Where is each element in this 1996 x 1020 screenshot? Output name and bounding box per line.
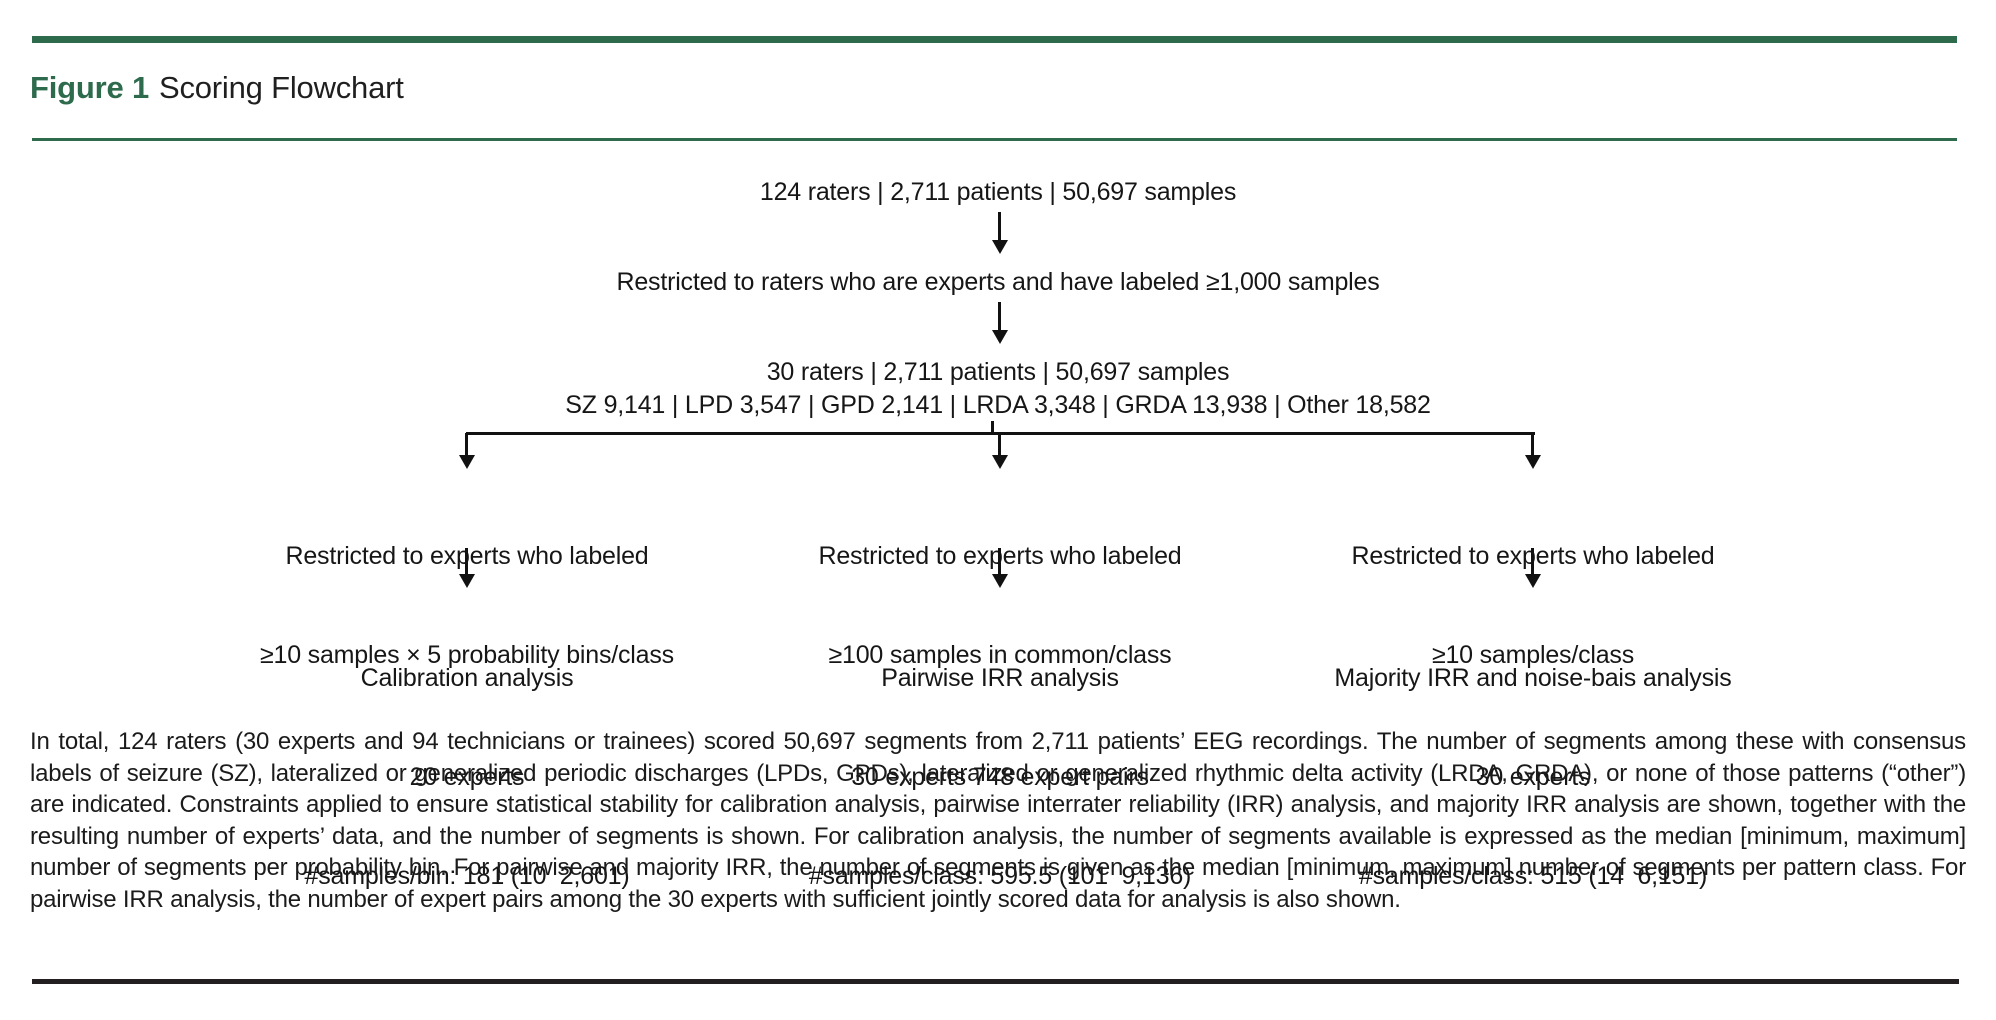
flow-node-root: 124 raters | 2,711 patients | 50,697 sam… — [759, 178, 1237, 206]
branch-down-arrow-icon — [1524, 433, 1541, 469]
result-sample-stats: #samples/bin: 181 (10 2,601) — [304, 862, 630, 890]
arrow-stem — [1531, 433, 1534, 455]
branch-filter-line: Restricted to experts who labeled — [818, 542, 1182, 570]
down-arrow-icon — [991, 212, 1008, 254]
branch-down-arrow-icon — [458, 433, 475, 469]
flow-node-filter-experts: Restricted to raters who are experts and… — [616, 268, 1380, 296]
bottom-divider-bar — [32, 979, 1959, 984]
figure-title: Figure 1 Scoring Flowchart — [30, 70, 404, 106]
result-sample-stats: #samples/class: 515 (14 6,151) — [1358, 862, 1708, 890]
flow-node-branch-filter-calibration: Restricted to experts who labeled ≥10 sa… — [157, 474, 777, 738]
down-arrow-icon — [991, 302, 1008, 344]
arrow-stem — [998, 548, 1001, 574]
result-sample-stats: #samples/class: 595.5 (101 9,136) — [808, 862, 1192, 890]
down-arrow-icon — [458, 548, 475, 588]
result-expert-count: 20 experts — [409, 763, 525, 791]
branch-filter-line: ≥10 samples × 5 probability bins/class — [260, 641, 674, 669]
branch-connector-stem — [991, 421, 994, 433]
figure-title-text: Scoring Flowchart — [158, 70, 404, 105]
result-expert-count: 30 experts 748 expert pairs — [851, 763, 1149, 791]
arrow-stem — [1531, 548, 1534, 574]
arrow-stem — [465, 548, 468, 574]
branch-filter-line: Restricted to experts who labeled — [1351, 542, 1715, 570]
arrow-head — [991, 455, 1008, 469]
title-divider-rule — [32, 138, 1957, 141]
arrow-head — [1524, 574, 1541, 588]
result-expert-count: 30 experts — [1475, 763, 1591, 791]
flow-node-branch-filter-majority: Restricted to experts who labeled ≥10 sa… — [1223, 474, 1843, 738]
arrow-stem — [998, 212, 1001, 240]
arrow-stem — [998, 302, 1001, 330]
arrow-head — [458, 574, 475, 588]
arrow-head — [991, 240, 1008, 254]
down-arrow-icon — [991, 548, 1008, 588]
down-arrow-icon — [1524, 548, 1541, 588]
scoring-flowchart: 124 raters | 2,711 patients | 50,697 sam… — [260, 178, 1732, 890]
branch-filter-line: ≥100 samples in common/class — [828, 641, 1172, 669]
arrow-stem — [465, 433, 468, 455]
arrow-head — [991, 330, 1008, 344]
flow-node-cohort-counts: 30 raters | 2,711 patients | 50,697 samp… — [766, 358, 1230, 386]
flow-node-branch-filter-pairwise: Restricted to experts who labeled ≥100 s… — [690, 474, 1310, 738]
figure-caption: In total, 124 raters (30 experts and 94 … — [30, 728, 1966, 913]
arrow-head — [458, 455, 475, 469]
result-analysis-name: Calibration analysis — [360, 664, 574, 692]
top-accent-bar — [32, 36, 1957, 43]
result-analysis-name: Pairwise IRR analysis — [881, 664, 1119, 692]
arrow-head — [1524, 455, 1541, 469]
flow-node-result-majority: Majority IRR and noise-bais analysis 30 … — [1223, 596, 1843, 959]
flow-node-result-pairwise: Pairwise IRR analysis 30 experts 748 exp… — [690, 596, 1310, 959]
arrow-stem — [998, 433, 1001, 455]
branch-filter-line: ≥10 samples/class — [1431, 641, 1635, 669]
figure-number-label: Figure 1 — [30, 70, 149, 105]
branch-filter-line: Restricted to experts who labeled — [285, 542, 649, 570]
result-analysis-name: Majority IRR and noise-bais analysis — [1334, 664, 1732, 692]
arrow-head — [991, 574, 1008, 588]
flow-node-cohort-classes: SZ 9,141 | LPD 3,547 | GPD 2,141 | LRDA … — [565, 391, 1431, 419]
flow-node-result-calibration: Calibration analysis 20 experts #samples… — [157, 596, 777, 959]
branch-down-arrow-icon — [991, 433, 1008, 469]
